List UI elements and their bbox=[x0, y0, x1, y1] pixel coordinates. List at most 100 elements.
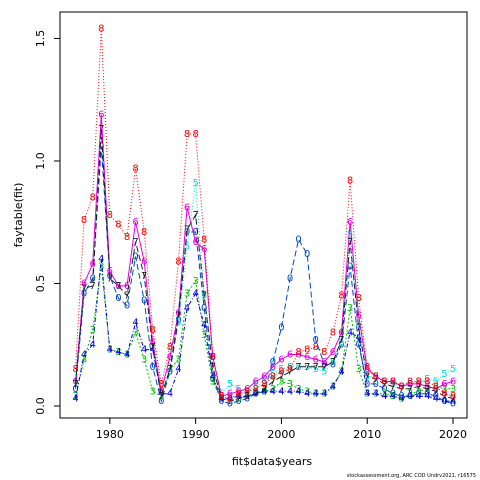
point-marker: 5 bbox=[278, 364, 284, 375]
point-marker: 7 bbox=[150, 342, 156, 353]
point-marker: 6 bbox=[158, 386, 164, 397]
point-marker: 6 bbox=[355, 310, 361, 321]
point-marker: 0 bbox=[355, 340, 361, 351]
point-marker: 6 bbox=[201, 244, 207, 255]
point-marker: 0 bbox=[98, 141, 104, 152]
point-marker: 8 bbox=[235, 389, 241, 400]
point-marker: 7 bbox=[115, 281, 121, 292]
point-marker: 8 bbox=[175, 256, 181, 267]
point-marker: 3 bbox=[287, 379, 293, 390]
x-tick-label: 2010 bbox=[353, 428, 381, 441]
point-marker: 8 bbox=[416, 376, 422, 387]
point-marker: 0 bbox=[313, 335, 319, 346]
point-marker: 6 bbox=[141, 256, 147, 267]
point-marker: 0 bbox=[433, 391, 439, 402]
point-marker: 4 bbox=[192, 288, 198, 299]
point-marker: 5 bbox=[287, 362, 293, 373]
point-marker: 3 bbox=[304, 386, 310, 397]
series-line bbox=[75, 146, 454, 405]
point-marker: 5 bbox=[253, 381, 259, 392]
point-marker: 3 bbox=[253, 389, 259, 400]
point-marker: 3 bbox=[398, 394, 404, 405]
point-marker: 3 bbox=[347, 303, 353, 314]
point-marker: 0 bbox=[304, 249, 310, 260]
point-marker: 0 bbox=[441, 396, 447, 407]
point-marker: 7 bbox=[89, 281, 95, 292]
point-marker: 7 bbox=[416, 381, 422, 392]
point-marker: 6 bbox=[295, 350, 301, 361]
point-marker: 7 bbox=[407, 384, 413, 395]
point-marker: 7 bbox=[261, 384, 267, 395]
point-marker: 8 bbox=[167, 342, 173, 353]
point-marker: 0 bbox=[124, 301, 130, 312]
point-marker: 8 bbox=[424, 376, 430, 387]
point-marker: 8 bbox=[338, 291, 344, 302]
point-marker: 3 bbox=[141, 354, 147, 365]
point-marker: 5 bbox=[235, 384, 241, 395]
point-marker: 3 bbox=[313, 389, 319, 400]
point-marker: 3 bbox=[381, 389, 387, 400]
point-marker: 8 bbox=[72, 364, 78, 375]
point-marker: 4 bbox=[347, 327, 353, 338]
point-marker: 8 bbox=[355, 293, 361, 304]
point-marker: 0 bbox=[398, 391, 404, 402]
point-marker: 0 bbox=[416, 389, 422, 400]
point-marker: 0 bbox=[253, 389, 259, 400]
caption: stockassessment.org, ARC COD Undrv2021, … bbox=[347, 473, 476, 479]
point-marker: 7 bbox=[330, 357, 336, 368]
point-marker: 3 bbox=[321, 389, 327, 400]
point-marker: 6 bbox=[416, 379, 422, 390]
point-marker: 4 bbox=[107, 345, 113, 356]
point-marker: 4 bbox=[450, 396, 456, 407]
point-marker: 6 bbox=[433, 384, 439, 395]
point-marker: 5 bbox=[313, 364, 319, 375]
point-marker: 6 bbox=[98, 109, 104, 120]
point-marker: 7 bbox=[347, 237, 353, 248]
point-marker: 3 bbox=[373, 389, 379, 400]
y-tick-label: 0.0 bbox=[34, 397, 47, 415]
point-marker: 5 bbox=[175, 318, 181, 329]
point-marker: 0 bbox=[175, 315, 181, 326]
plot-frame bbox=[59, 11, 468, 419]
point-marker: 8 bbox=[304, 345, 310, 356]
point-marker: 7 bbox=[270, 376, 276, 387]
point-marker: 7 bbox=[313, 362, 319, 373]
point-marker: 8 bbox=[407, 376, 413, 387]
point-marker: 6 bbox=[338, 327, 344, 338]
point-marker: 6 bbox=[81, 278, 87, 289]
point-marker: 0 bbox=[364, 379, 370, 390]
y-tick-label: 1.5 bbox=[34, 30, 47, 48]
point-marker: 3 bbox=[355, 364, 361, 375]
point-marker: 4 bbox=[304, 389, 310, 400]
point-marker: 8 bbox=[433, 381, 439, 392]
point-marker: 7 bbox=[210, 362, 216, 373]
point-marker: 4 bbox=[330, 381, 336, 392]
point-marker: 3 bbox=[407, 389, 413, 400]
point-marker: 6 bbox=[210, 352, 216, 363]
point-marker: 4 bbox=[89, 340, 95, 351]
point-marker: 8 bbox=[184, 129, 190, 140]
point-marker: 4 bbox=[407, 391, 413, 402]
point-marker: 6 bbox=[347, 217, 353, 228]
point-marker: 7 bbox=[227, 396, 233, 407]
point-marker: 6 bbox=[287, 350, 293, 361]
point-marker: 0 bbox=[150, 362, 156, 373]
point-marker: 5 bbox=[433, 376, 439, 387]
point-marker: 8 bbox=[192, 129, 198, 140]
point-marker: 8 bbox=[227, 394, 233, 405]
point-marker: 5 bbox=[424, 374, 430, 385]
point-marker: 5 bbox=[304, 362, 310, 373]
point-marker: 0 bbox=[141, 296, 147, 307]
point-marker: 7 bbox=[321, 362, 327, 373]
point-marker: 0 bbox=[115, 293, 121, 304]
point-marker: 3 bbox=[416, 386, 422, 397]
y-tick-label: 1.0 bbox=[34, 152, 47, 170]
point-marker: 3 bbox=[235, 394, 241, 405]
point-marker: 7 bbox=[72, 379, 78, 390]
point-marker: 4 bbox=[381, 391, 387, 402]
point-marker: 8 bbox=[150, 325, 156, 336]
point-marker: 3 bbox=[441, 384, 447, 395]
point-marker: 7 bbox=[81, 283, 87, 294]
point-marker: 6 bbox=[373, 372, 379, 383]
